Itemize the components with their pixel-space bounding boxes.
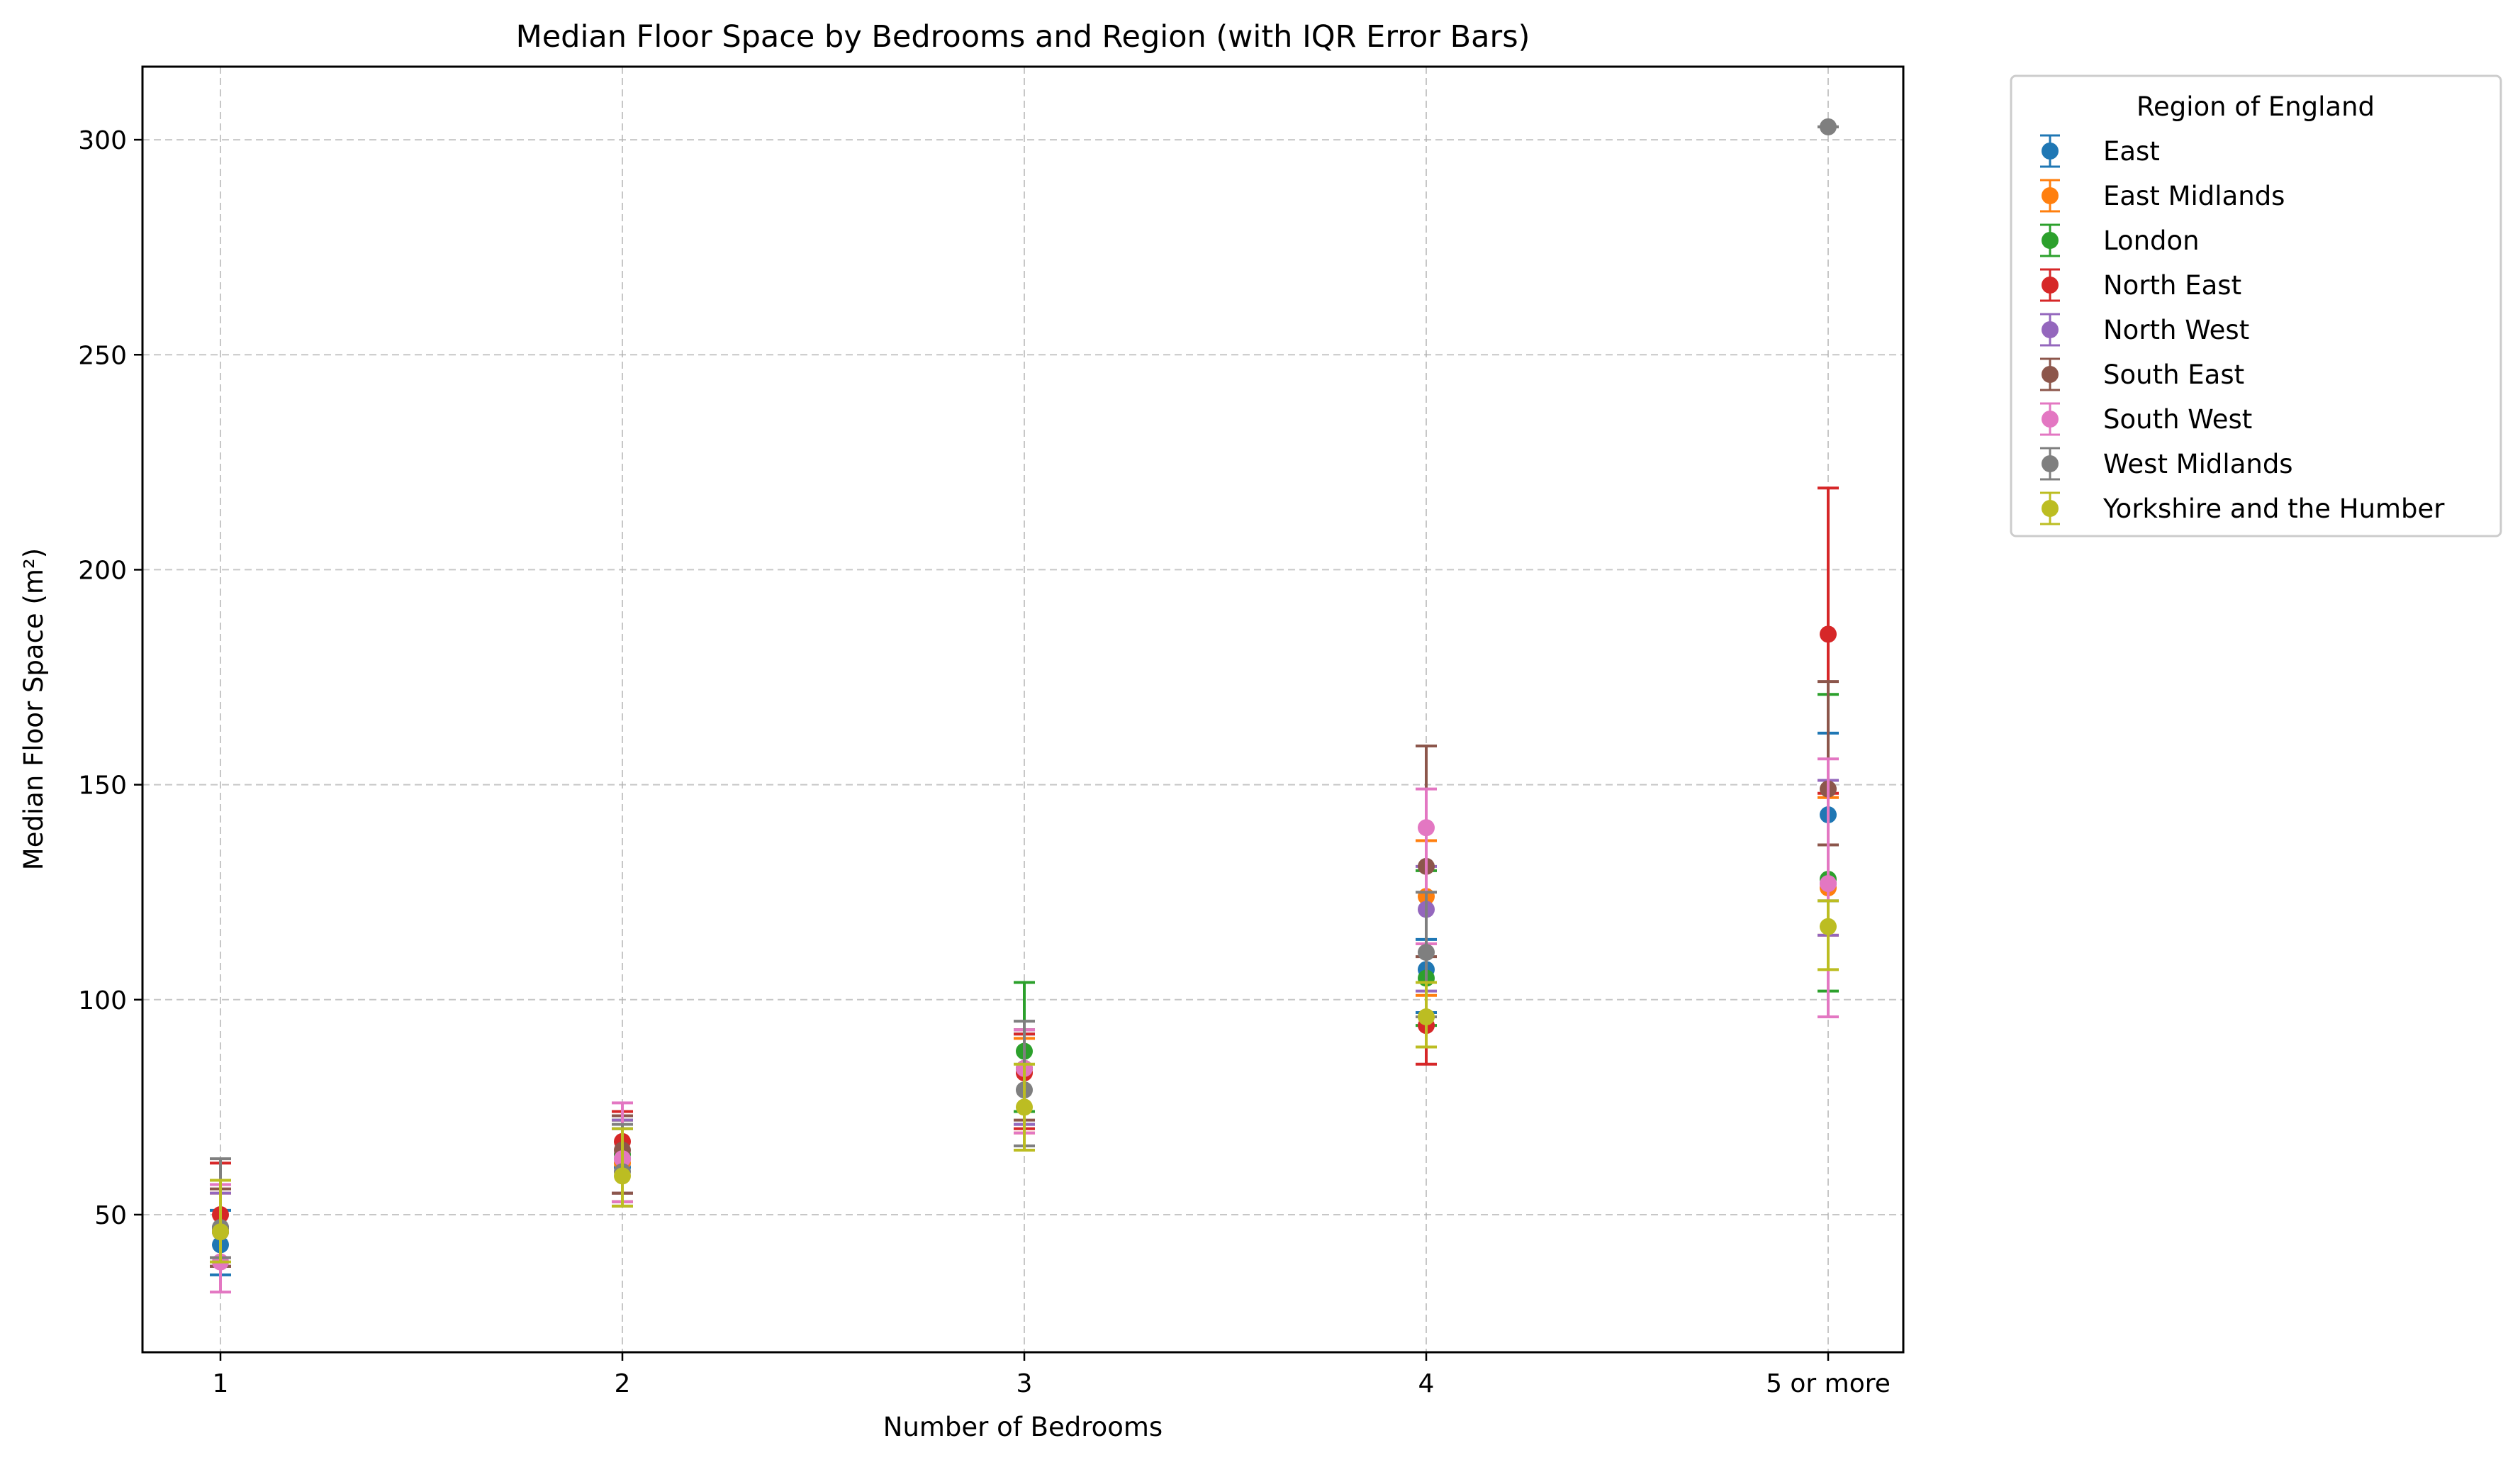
legend-marker — [2042, 232, 2059, 249]
legend-marker — [2042, 500, 2059, 517]
data-point — [212, 1223, 229, 1241]
legend-item: East Midlands — [2040, 179, 2285, 213]
legend-item: North East — [2040, 268, 2241, 302]
data-point — [1418, 944, 1435, 962]
data-point — [1418, 819, 1435, 837]
legend-item: East — [2040, 134, 2160, 168]
legend-label: North West — [2103, 315, 2249, 345]
y-axis: 50 100 150 200 250 300 — [78, 126, 142, 1230]
y-tick-label: 200 — [78, 556, 127, 585]
x-tick-label: 4 — [1418, 1369, 1435, 1398]
legend-label: West Midlands — [2103, 449, 2293, 479]
x-axis: 1 2 3 4 5 or more — [213, 1352, 1891, 1398]
y-tick-label: 150 — [78, 772, 127, 801]
x-tick-label: 5 or more — [1766, 1369, 1891, 1398]
data-point — [1418, 1008, 1435, 1026]
data-point — [1016, 1098, 1033, 1116]
data-point — [1820, 918, 1837, 935]
y-axis-label: Median Floor Space (m²) — [18, 548, 49, 870]
chart-title: Median Floor Space by Bedrooms and Regio… — [516, 19, 1530, 55]
data-point — [614, 1167, 631, 1185]
x-tick-label: 3 — [1017, 1369, 1033, 1398]
legend-title: Region of England — [2137, 91, 2375, 122]
legend-item: North West — [2040, 313, 2249, 347]
x-tick-label: 1 — [213, 1369, 229, 1398]
legend-label: East — [2103, 136, 2160, 167]
y-tick-label: 100 — [78, 986, 127, 1015]
legend-marker — [2042, 455, 2059, 472]
legend: Region of England East East Midlands Londo… — [2010, 74, 2502, 537]
legend-marker — [2042, 321, 2059, 338]
legend-label: East Midlands — [2103, 181, 2285, 211]
legend-label: London — [2103, 225, 2200, 256]
legend-label: South West — [2103, 404, 2252, 435]
legend-item: Yorkshire and the Humber — [2040, 491, 2445, 525]
y-tick-label: 300 — [78, 126, 127, 155]
legend-item: South East — [2040, 357, 2244, 391]
data-point — [1820, 625, 1837, 643]
legend-label: South East — [2103, 360, 2244, 390]
legend-marker — [2042, 411, 2059, 428]
legend-marker — [2042, 366, 2059, 383]
legend-item: South West — [2040, 402, 2252, 436]
y-tick-label: 50 — [94, 1201, 127, 1230]
legend-item: West Midlands — [2040, 447, 2293, 481]
legend-marker — [2042, 187, 2059, 204]
x-axis-label: Number of Bedrooms — [883, 1412, 1163, 1442]
y-tick-label: 250 — [78, 341, 127, 370]
legend-item: London — [2040, 223, 2200, 257]
data-point — [1820, 875, 1837, 893]
legend-label: North East — [2103, 270, 2241, 301]
legend-label: Yorkshire and the Humber — [2102, 494, 2445, 524]
data-series — [210, 118, 1839, 1294]
x-tick-label: 2 — [615, 1369, 631, 1398]
plot-frame — [141, 65, 1905, 1354]
data-point — [1820, 118, 1837, 135]
series-yorkshire-and-the-humber — [210, 899, 1839, 1264]
legend-marker — [2042, 277, 2059, 294]
legend-marker — [2042, 143, 2059, 160]
legend-frame — [2010, 74, 2502, 537]
